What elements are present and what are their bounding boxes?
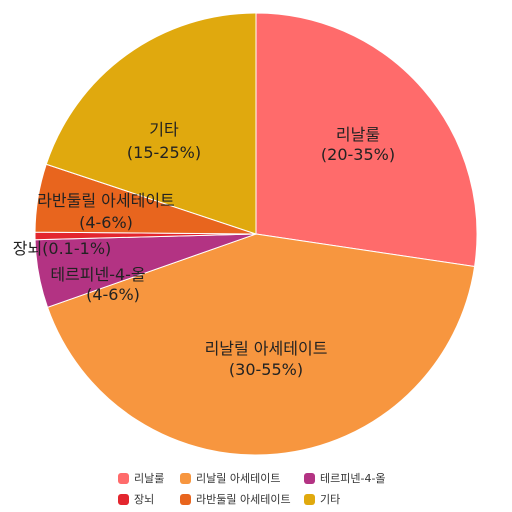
slice-range-5: (15-25%) xyxy=(127,143,201,162)
legend-item-1[interactable]: 리날릴 아세테이트 xyxy=(180,470,304,486)
legend-swatch-2 xyxy=(304,472,315,484)
slice-name-1: 리날릴 아세테이트 xyxy=(205,339,328,358)
slice-name-0: 리날룰 xyxy=(336,125,380,144)
legend-swatch-0 xyxy=(118,472,129,484)
legend-swatch-1 xyxy=(180,472,191,484)
slice-name-4: 라반둘릴 아세테이트 xyxy=(37,191,175,210)
slice-range-0: (20-35%) xyxy=(321,145,395,164)
legend-item-5[interactable]: 기타 xyxy=(304,491,418,507)
slice-name-2: 테르피넨-4-올 xyxy=(50,265,145,284)
slice-labels: 리날룰(20-35%)리날릴 아세테이트(30-55%)테르피넨-4-올(4-6… xyxy=(13,120,395,379)
legend-label-4: 라반둘릴 아세테이트 xyxy=(196,493,291,506)
slice-name-3: 장뇌 xyxy=(13,239,42,258)
legend-swatch-5 xyxy=(304,493,315,505)
legend-label-1: 리날릴 아세테이트 xyxy=(196,472,281,485)
pie-slice-0[interactable] xyxy=(255,12,478,268)
legend-label-3: 장뇌 xyxy=(134,493,155,506)
legend-item-2[interactable]: 테르피넨-4-올 xyxy=(304,470,418,486)
slice-name-5: 기타 xyxy=(149,120,179,139)
slice-label-3: 장뇌(0.1-1%) xyxy=(13,239,112,258)
slice-range-3: (0.1-1%) xyxy=(42,239,111,258)
slice-range-1: (30-55%) xyxy=(229,360,303,379)
legend-item-0[interactable]: 리날룰 xyxy=(118,470,180,486)
legend-item-3[interactable]: 장뇌 xyxy=(118,491,180,507)
pie-slice-5[interactable] xyxy=(45,12,257,235)
legend-label-5: 기타 xyxy=(320,493,341,506)
pie-slice-1[interactable] xyxy=(46,233,476,456)
slice-range-4: (4-6%) xyxy=(79,213,133,232)
pie-slices xyxy=(34,12,478,456)
legend-label-2: 테르피넨-4-올 xyxy=(320,472,386,485)
legend-swatch-4 xyxy=(180,493,191,505)
legend-swatch-3 xyxy=(118,493,129,505)
slice-range-2: (4-6%) xyxy=(86,285,140,304)
legend-item-4[interactable]: 라반둘릴 아세테이트 xyxy=(180,491,304,507)
legend-label-0: 리날룰 xyxy=(134,472,165,485)
